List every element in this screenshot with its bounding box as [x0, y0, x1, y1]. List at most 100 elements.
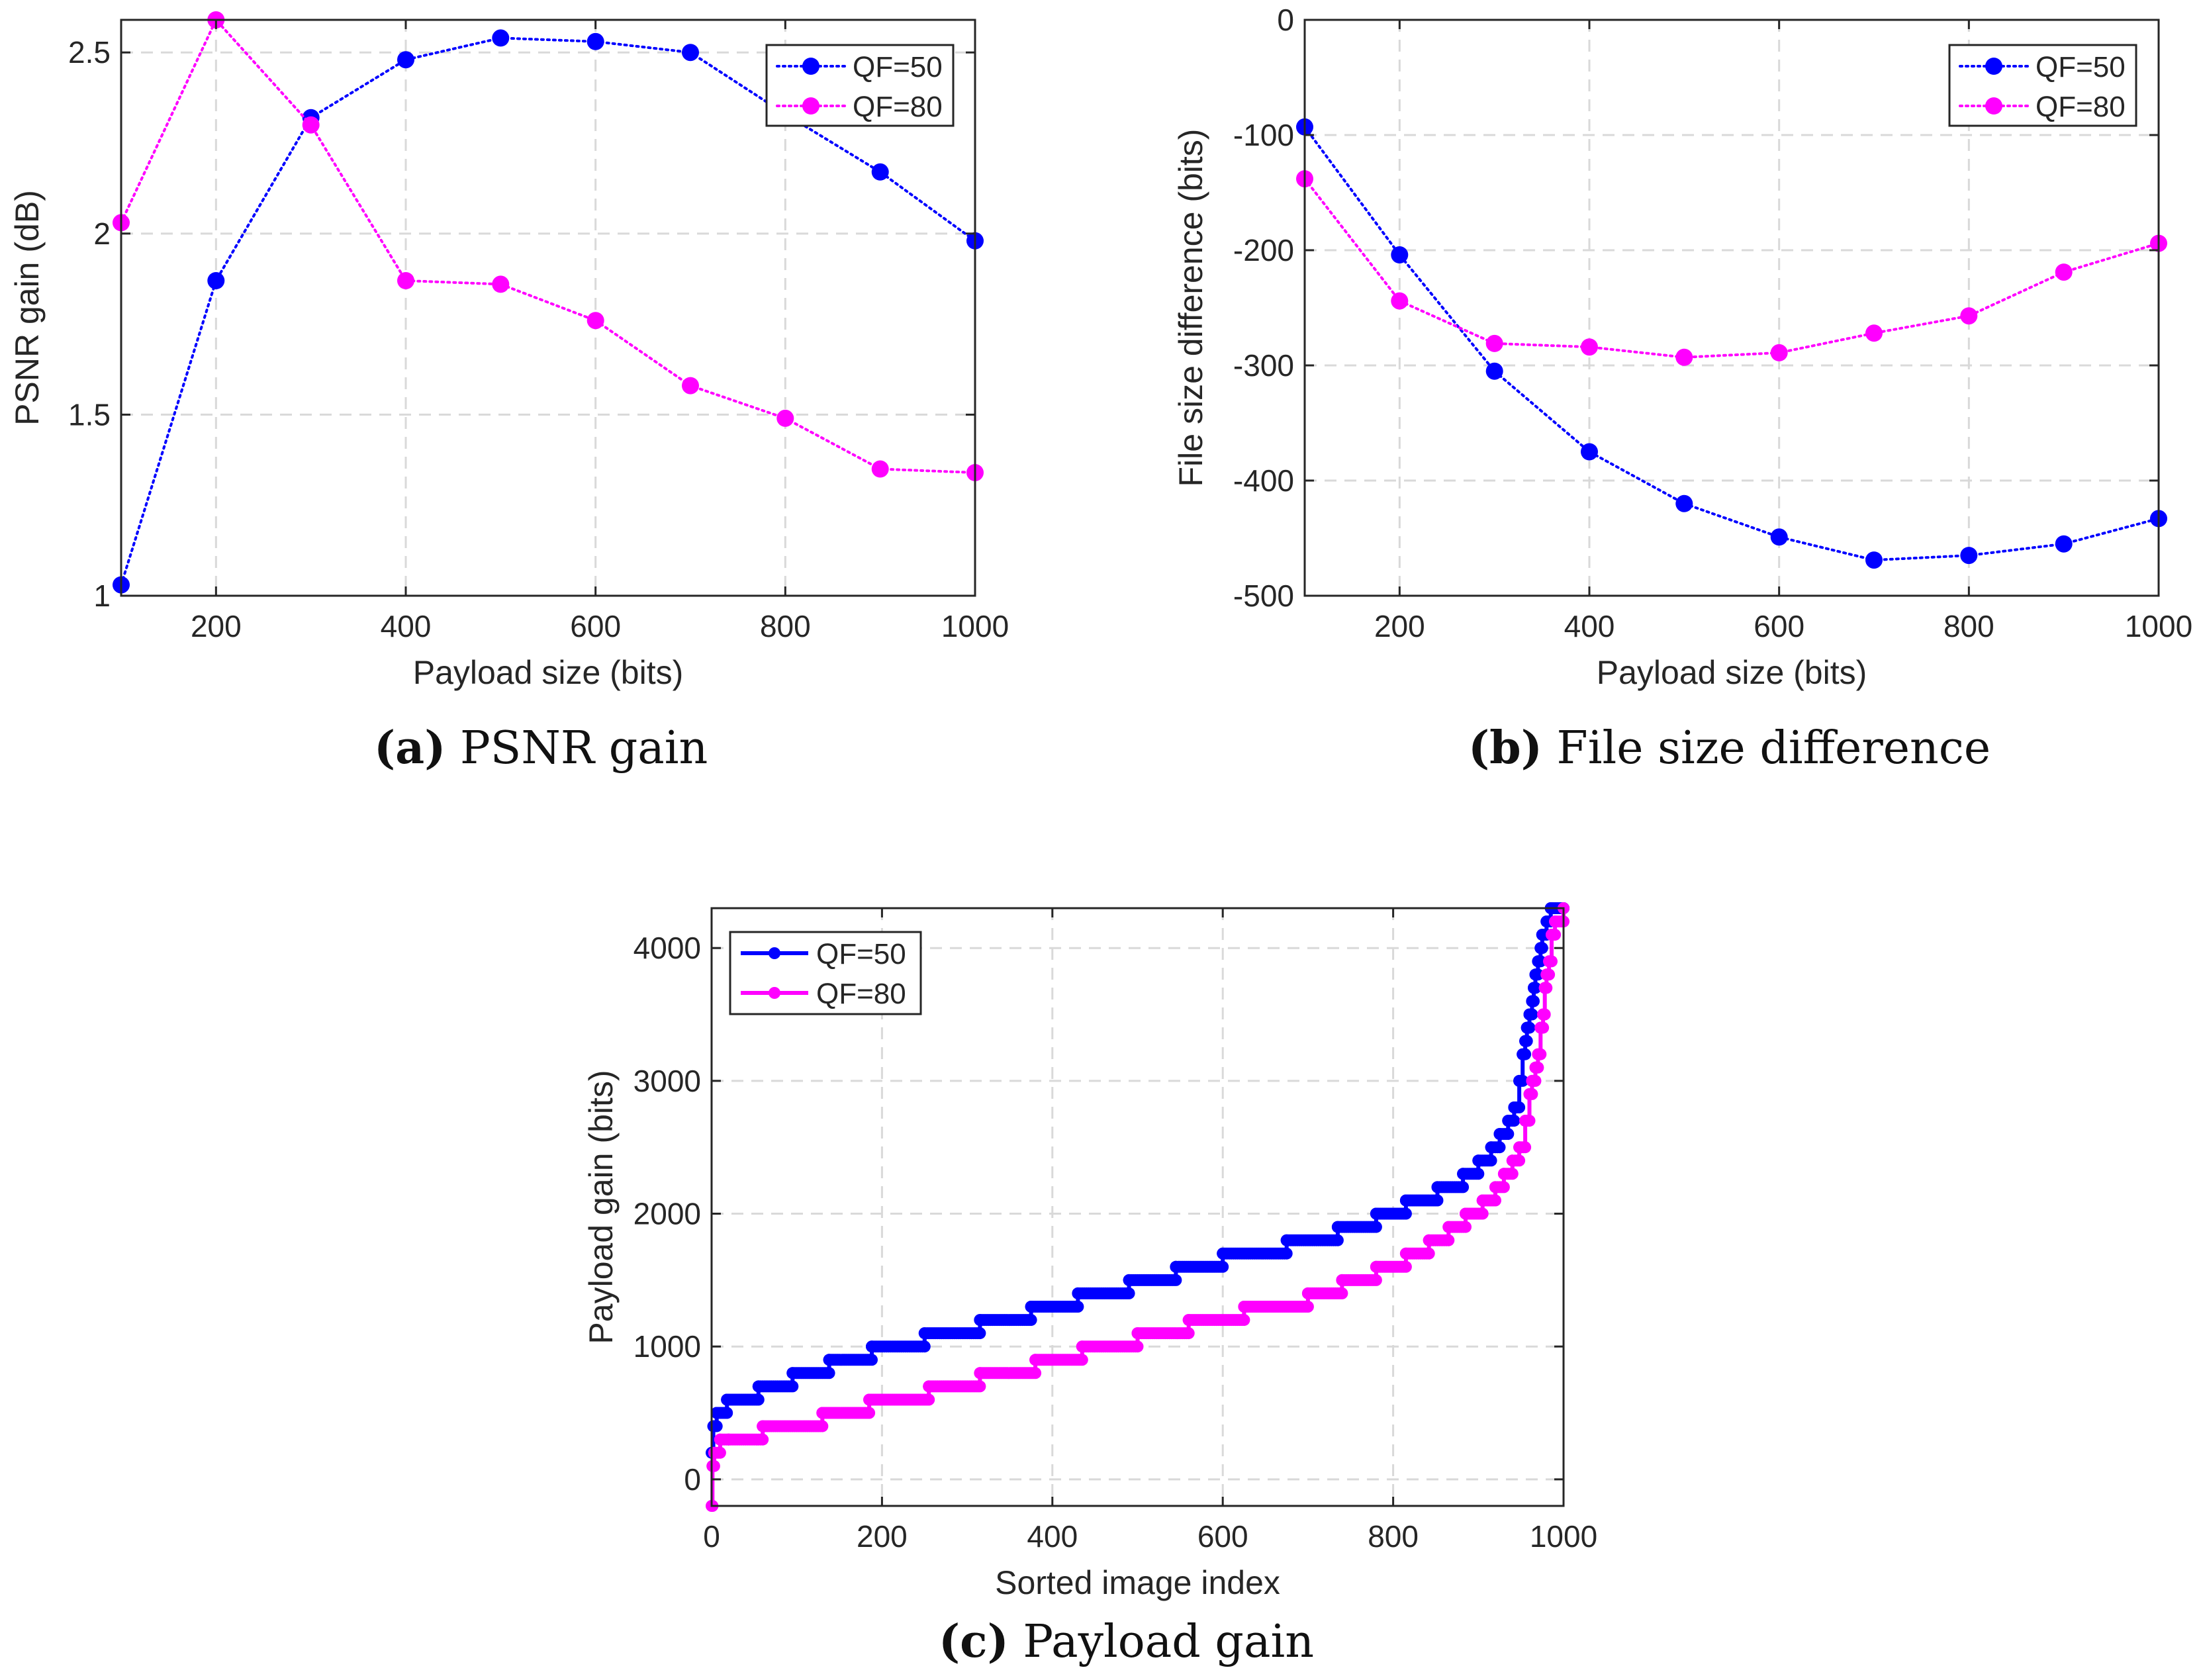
- data-point-qf80: [1336, 1287, 1348, 1299]
- data-point-qf80: [1546, 929, 1558, 941]
- data-point-qf50: [586, 32, 604, 50]
- data-point-qf80: [871, 460, 889, 478]
- data-point-qf50: [823, 1367, 835, 1379]
- data-point-qf50: [1493, 1128, 1506, 1141]
- legend-marker-qf80: [1985, 97, 2002, 115]
- data-point-qf80: [1399, 1247, 1412, 1260]
- y-tick-label: 1000: [633, 1329, 701, 1364]
- y-tick-label: 2.5: [68, 35, 111, 70]
- data-point-qf50: [1170, 1274, 1182, 1286]
- data-point-qf80: [1301, 1301, 1314, 1313]
- data-point-qf50: [1431, 1181, 1444, 1193]
- data-point-qf50: [1485, 1154, 1497, 1167]
- data-point-qf50: [721, 1393, 733, 1406]
- data-point-qf80: [923, 1380, 935, 1393]
- data-point-qf50: [786, 1367, 799, 1379]
- data-point-qf50: [1770, 528, 1788, 546]
- data-point-qf50: [1072, 1287, 1084, 1299]
- data-point-qf80: [1131, 1327, 1144, 1340]
- data-point-qf80: [1865, 324, 1883, 342]
- x-tick-label: 200: [1374, 609, 1425, 643]
- y-tick-label: -500: [1233, 579, 1294, 613]
- x-tick-label: 1000: [2125, 609, 2192, 643]
- data-point-qf80: [1534, 1021, 1547, 1034]
- panel-a-psnr-gain: 200 400 600 800 1000 1 1.5 2 2.5 Payload size (bi…: [9, 11, 1009, 691]
- x-tick-label: 400: [1027, 1519, 1078, 1554]
- data-point-qf50: [1457, 1181, 1470, 1193]
- data-point-qf80: [1549, 915, 1562, 928]
- legend-marker-qf50: [802, 58, 820, 75]
- data-point-qf50: [1960, 547, 1978, 565]
- series-line-qf80: [120, 17, 976, 474]
- data-point-qf50: [1399, 1194, 1412, 1207]
- data-point-qf50: [710, 1407, 723, 1419]
- data-point-qf50: [1502, 1128, 1515, 1141]
- legend-label-qf80: QF=80: [816, 978, 906, 1010]
- x-tick-label: 1000: [1530, 1519, 1597, 1554]
- data-point-qf80: [1497, 1168, 1510, 1180]
- data-point-qf80: [1540, 968, 1553, 981]
- data-point-qf50: [1523, 1008, 1536, 1021]
- data-point-qf50: [974, 1327, 986, 1340]
- data-point-qf50: [1485, 1141, 1497, 1154]
- data-point-qf50: [871, 163, 889, 181]
- data-point-qf50: [1123, 1274, 1135, 1286]
- data-point-qf80: [1489, 1181, 1501, 1193]
- data-point-qf80: [1442, 1234, 1455, 1246]
- data-point-qf50: [1331, 1234, 1344, 1246]
- x-tick-label: 600: [1754, 609, 1804, 643]
- data-point-qf80: [1960, 307, 1978, 325]
- data-point-qf80: [757, 1433, 769, 1446]
- data-point-qf50: [918, 1340, 931, 1353]
- data-point-qf80: [1497, 1181, 1510, 1193]
- data-point-qf50: [1529, 968, 1542, 981]
- data-point-qf80: [776, 409, 794, 427]
- data-point-qf80: [1485, 334, 1503, 352]
- data-point-qf80: [1336, 1274, 1348, 1286]
- data-point-qf50: [492, 29, 510, 47]
- data-point-qf50: [1457, 1168, 1470, 1180]
- data-point-qf50: [1526, 995, 1538, 1007]
- data-point-qf80: [1675, 348, 1693, 366]
- data-point-qf80: [1476, 1207, 1489, 1220]
- data-point-qf80: [1489, 1194, 1501, 1207]
- x-tick-label: 600: [1197, 1519, 1248, 1554]
- data-point-qf50: [1280, 1234, 1293, 1246]
- data-point-qf80: [586, 312, 604, 330]
- axes-frame: [120, 19, 976, 597]
- data-point-qf80: [1301, 1287, 1314, 1299]
- y-tick-label: 2000: [633, 1197, 701, 1231]
- data-point-qf80: [1391, 292, 1409, 310]
- data-point-qf80: [1423, 1234, 1435, 1246]
- data-point-qf80: [1238, 1314, 1250, 1327]
- data-point-qf50: [397, 51, 414, 69]
- data-point-qf50: [866, 1340, 878, 1353]
- caption-b: (b) File size difference: [1468, 722, 1990, 774]
- data-point-qf80: [492, 275, 510, 293]
- data-point-qf50: [1399, 1207, 1412, 1220]
- data-point-qf80: [1238, 1301, 1250, 1313]
- x-axis-label: Payload size (bits): [1597, 654, 1867, 691]
- data-point-qf50: [1123, 1287, 1135, 1299]
- axes-frame: [710, 907, 1565, 1507]
- data-point-qf50: [1536, 929, 1548, 941]
- caption-a-label: (a): [374, 722, 446, 774]
- legend-label-qf80: QF=80: [2036, 91, 2126, 123]
- data-point-qf80: [1506, 1168, 1519, 1180]
- data-point-qf50: [1675, 494, 1693, 512]
- data-point-qf80: [1537, 1008, 1550, 1021]
- data-point-qf50: [823, 1354, 835, 1366]
- data-point-qf50: [1519, 1035, 1532, 1047]
- x-tick-label: 0: [703, 1519, 720, 1554]
- data-point-qf80: [1532, 1048, 1544, 1060]
- data-point-qf80: [722, 1433, 735, 1446]
- data-point-qf80: [974, 1367, 986, 1379]
- x-tick-label: 800: [1368, 1519, 1419, 1554]
- data-point-qf80: [1076, 1354, 1088, 1366]
- data-point-qf80: [397, 272, 414, 289]
- x-axis-label: Payload size (bits): [413, 654, 684, 691]
- data-point-qf80: [1476, 1194, 1489, 1207]
- y-axis-label: File size difference (bits): [1172, 129, 1209, 487]
- data-point-qf50: [707, 1420, 720, 1432]
